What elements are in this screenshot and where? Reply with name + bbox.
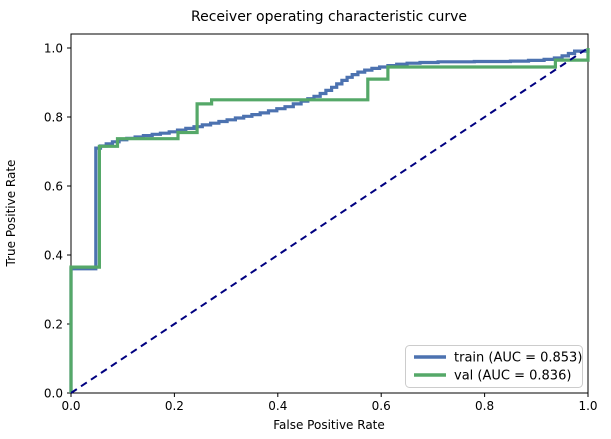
- x-tick-label: 0.8: [475, 399, 494, 413]
- y-tick-label: 0.4: [44, 249, 63, 263]
- val-roc-curve: [69, 48, 590, 393]
- legend: train (AUC = 0.853) val (AUC = 0.836): [405, 345, 583, 388]
- chance-diagonal-line: [70, 47, 589, 394]
- x-tick-label: 0.0: [61, 399, 80, 413]
- legend-box: [405, 345, 583, 388]
- y-axis-label: True Positive Rate: [4, 160, 18, 268]
- x-tick-label: 0.2: [165, 399, 184, 413]
- legend-val-label: val (AUC = 0.836): [454, 369, 571, 384]
- x-tick-label: 0.4: [268, 399, 287, 413]
- series-group: [69, 47, 590, 394]
- y-axis-ticks: 0.0 0.2 0.4 0.6 0.8 1.0: [44, 42, 71, 401]
- x-axis-ticks: 0.0 0.2 0.4 0.6 0.8 1.0: [61, 393, 598, 413]
- train-roc-curve: [69, 48, 590, 393]
- y-tick-label: 0.6: [44, 180, 63, 194]
- legend-train-label: train (AUC = 0.853): [454, 351, 582, 366]
- x-tick-label: 0.6: [372, 399, 391, 413]
- y-tick-label: 0.0: [44, 387, 63, 401]
- x-tick-label: 1.0: [578, 399, 597, 413]
- y-tick-label: 1.0: [44, 42, 63, 56]
- plot-border: [70, 33, 589, 394]
- y-tick-label: 0.2: [44, 318, 63, 332]
- x-axis-label: False Positive Rate: [273, 418, 385, 432]
- chart-title: Receiver operating characteristic curve: [191, 9, 467, 25]
- y-tick-label: 0.8: [44, 111, 63, 125]
